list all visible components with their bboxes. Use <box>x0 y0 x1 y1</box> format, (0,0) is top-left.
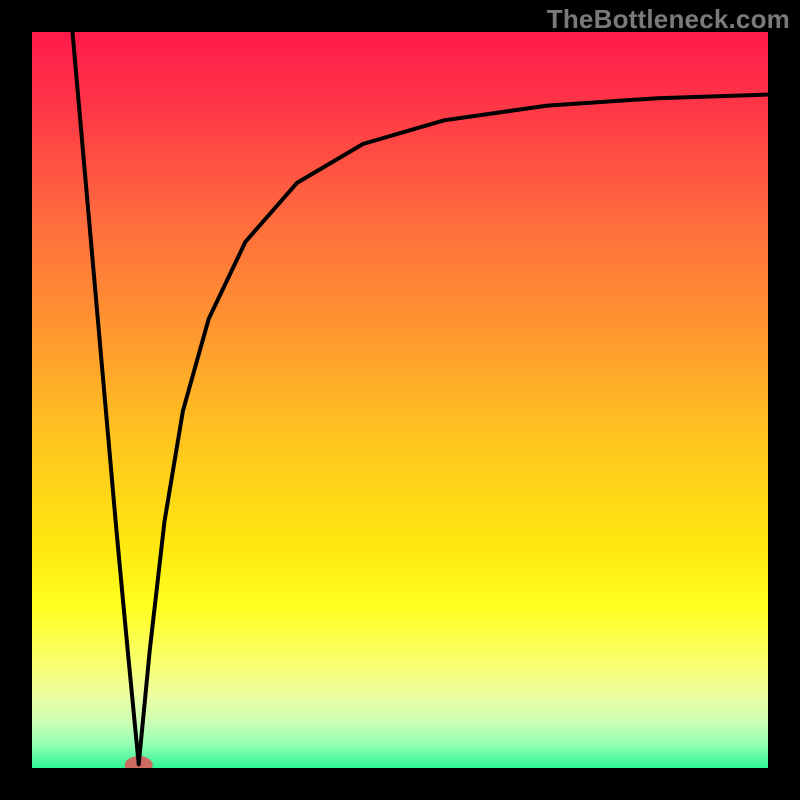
watermark-text: TheBottleneck.com <box>547 4 790 35</box>
gradient-background <box>32 32 768 768</box>
chart-container: TheBottleneck.com <box>0 0 800 800</box>
bottleneck-chart <box>0 0 800 800</box>
